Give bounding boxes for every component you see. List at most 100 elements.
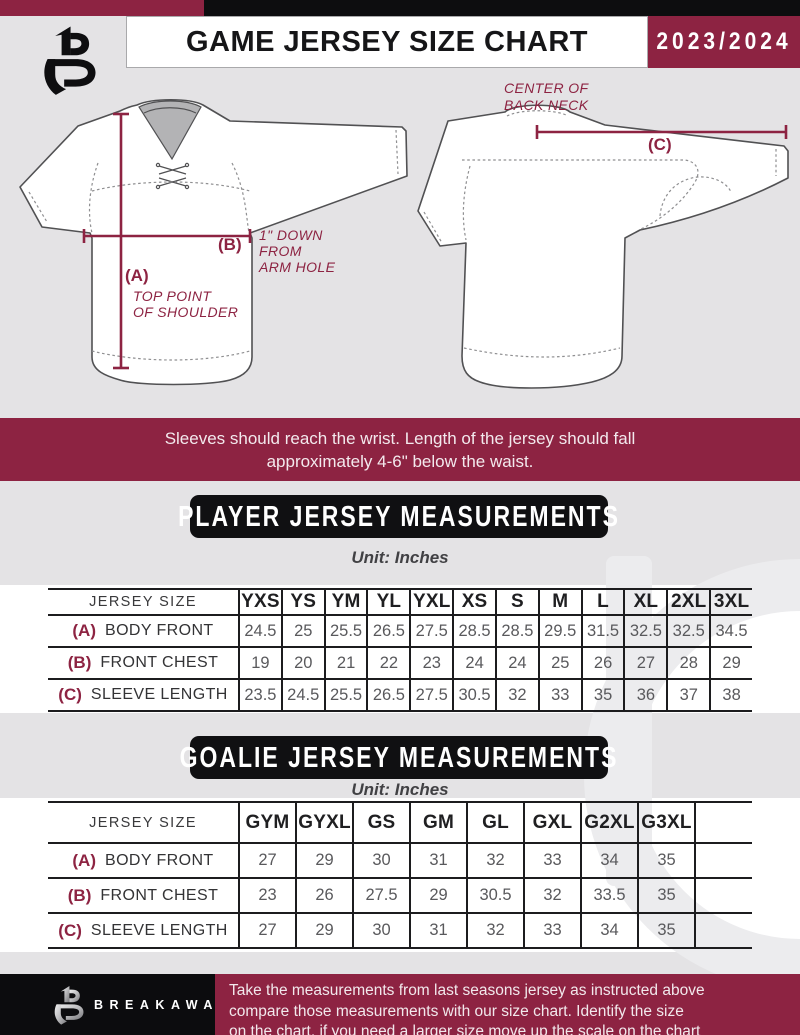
footer-line: on the chart, if you need a larger size … [229, 1023, 701, 1035]
value-cell: 21 [323, 648, 367, 678]
size-col-header: 3XL [709, 590, 752, 614]
brand-wordmark: BREAKAWAY [94, 998, 233, 1012]
front-jersey-drawing: (B) 1" DOWN FROM ARM HOLE (A) TOP POINT … [19, 99, 408, 386]
lace-detail [155, 162, 190, 190]
row-label-cell: (C) SLEEVE LENGTH [48, 680, 238, 710]
goalie-unit-label: Unit: Inches [351, 780, 449, 799]
value-cell: 23 [409, 648, 452, 678]
value-cell: 26.5 [366, 680, 409, 710]
breakaway-b-logo-icon [44, 26, 96, 95]
value-cell: 34 [580, 914, 637, 947]
value-cell: 37 [666, 680, 709, 710]
size-header-cell: JERSEY SIZE [48, 590, 238, 614]
value-cell: 33 [523, 914, 580, 947]
value-cell: 31.5 [580, 616, 624, 646]
row-label: FRONT CHEST [100, 886, 219, 904]
size-col-header: GYXL [295, 803, 352, 842]
row-key: (B) [67, 885, 92, 905]
season-label: 2023/2024 [656, 28, 792, 55]
value-cell: 33.5 [580, 879, 637, 912]
value-cell: 34 [580, 844, 637, 877]
value-cell: 30.5 [452, 680, 495, 710]
measurement-line-b [82, 229, 252, 243]
player-section-banner: PLAYER JERSEY MEASUREMENTS [178, 495, 618, 538]
player-section-title: PLAYER JERSEY MEASUREMENTS [178, 499, 620, 533]
size-col-header: GS [352, 803, 409, 842]
armhole-note: 1" DOWN FROM ARM HOLE [258, 227, 336, 275]
value-cell: 32 [523, 879, 580, 912]
value-cell: 38 [709, 680, 752, 710]
measurement-line-a [113, 112, 129, 370]
jersey-size-header: JERSEY SIZE [89, 594, 197, 610]
value-cell: 24.5 [238, 616, 281, 646]
value-cell: 27.5 [352, 879, 409, 912]
top-strip-maroon [0, 0, 204, 16]
row-label-cell: (B) FRONT CHEST [48, 879, 238, 912]
value-cell: 35 [637, 844, 694, 877]
value-cell: 32.5 [666, 616, 709, 646]
player-table: JERSEY SIZE YXS YS YM YL YXL XS S M L XL 2XL 3XL (A) B… [48, 588, 752, 712]
row-key: (C) [58, 920, 82, 940]
row-label: BODY FRONT [105, 851, 214, 869]
value-cell: 28.5 [452, 616, 495, 646]
value-cell: 32 [466, 914, 523, 947]
goalie-section-banner: GOALIE JERSEY MEASUREMENTS [180, 736, 616, 779]
value-cell: 25.5 [323, 616, 367, 646]
row-label: SLEEVE LENGTH [90, 921, 228, 939]
blank-cell [694, 844, 752, 877]
back-neck-note: CENTER OF BACK NECK [504, 80, 593, 113]
table-row: (C) SLEEVE LENGTH 23.5 24.5 25.5 26.5 27.5 30.5… [48, 680, 752, 712]
value-cell: 27 [238, 844, 295, 877]
size-col-header: GL [466, 803, 523, 842]
value-cell: 30 [352, 844, 409, 877]
footer-line: compare those measurements with our size… [229, 1002, 684, 1020]
blank-cell [694, 914, 752, 947]
size-header-cell: JERSEY SIZE [48, 803, 238, 842]
footer-instructions: Take the measurements from last seasons … [229, 981, 705, 1035]
value-cell: 31 [409, 914, 466, 947]
value-cell: 24 [494, 648, 538, 678]
value-cell: 33 [523, 844, 580, 877]
value-cell: 26 [580, 648, 624, 678]
size-col-header: XL [623, 590, 666, 614]
value-cell: 27 [623, 648, 666, 678]
value-cell: 24.5 [280, 680, 324, 710]
measurement-label-b: (B) [218, 235, 242, 254]
value-cell: 30 [352, 914, 409, 947]
value-cell: 32.5 [623, 616, 666, 646]
measurement-label-a: (A) [125, 266, 149, 285]
value-cell: 26.5 [366, 616, 409, 646]
size-col-header: YS [280, 590, 324, 614]
size-col-header: YXL [409, 590, 452, 614]
value-cell: 29 [295, 844, 352, 877]
row-label-cell: (B) FRONT CHEST [48, 648, 238, 678]
size-col-header: GYM [238, 803, 295, 842]
breakaway-b-logo-small-icon [54, 986, 84, 1025]
value-cell: 25.5 [323, 680, 367, 710]
value-cell: 35 [580, 680, 624, 710]
row-label: BODY FRONT [105, 622, 214, 639]
measurement-label-c: (C) [648, 135, 672, 154]
row-key: (A) [72, 621, 96, 640]
jersey-diagrams: (C) CENTER OF BACK NECK [19, 80, 789, 389]
page-title: GAME JERSEY SIZE CHART [185, 25, 589, 58]
blank-col-header [694, 803, 752, 842]
size-col-header: G3XL [637, 803, 694, 842]
back-jersey-drawing: (C) CENTER OF BACK NECK [417, 80, 789, 389]
row-label: SLEEVE LENGTH [90, 686, 228, 703]
value-cell: 34.5 [709, 616, 752, 646]
value-cell: 27 [238, 914, 295, 947]
value-cell: 26 [295, 879, 352, 912]
goalie-table: JERSEY SIZE GYM GYXL GS GM GL GXL G2XL G3XL (A) BO… [48, 801, 752, 949]
fit-notice-line2: approximately 4-6" below the waist. [266, 451, 534, 471]
row-label-cell: (A) BODY FRONT [48, 616, 238, 646]
row-key: (B) [67, 653, 92, 672]
table-row: (C) SLEEVE LENGTH 27 29 30 31 32 33 34 35 [48, 914, 752, 949]
size-col-header: M [537, 590, 581, 614]
size-col-header: G2XL [580, 803, 637, 842]
value-cell: 30.5 [466, 879, 523, 912]
page-title-box: GAME JERSEY SIZE CHART [126, 16, 648, 68]
row-key: (A) [72, 850, 96, 870]
value-cell: 31 [409, 844, 466, 877]
